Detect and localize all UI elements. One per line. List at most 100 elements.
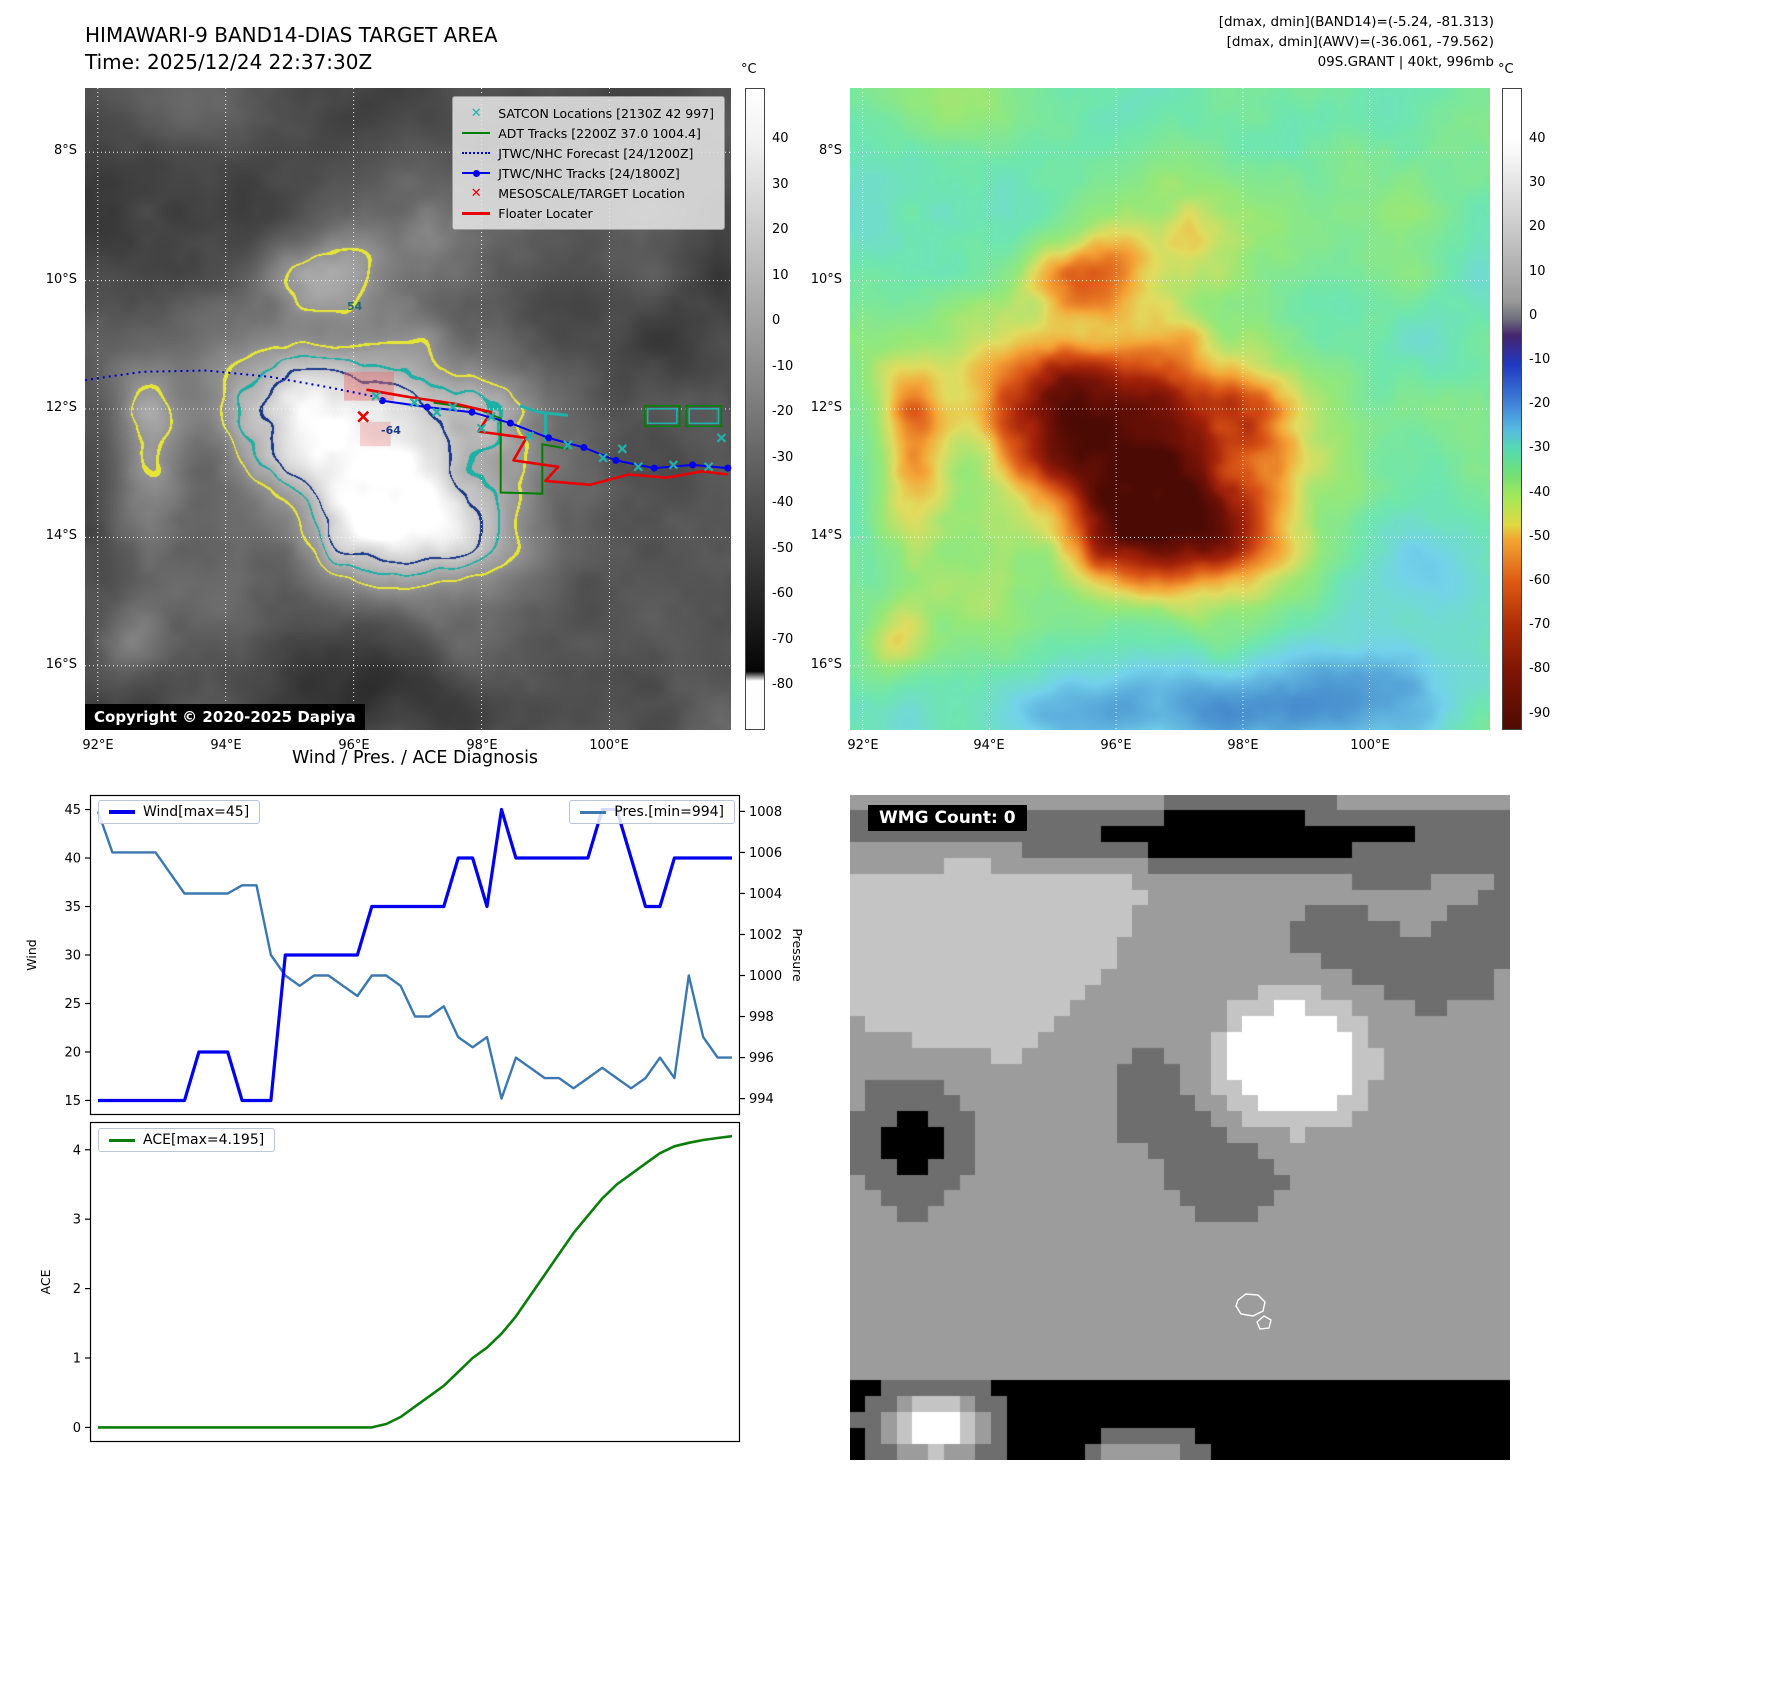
svg-text:998: 998 [749, 1010, 774, 1025]
legend-item-floater: Floater Locater [461, 203, 714, 223]
colorbar-tick-label: -50 [772, 541, 794, 556]
legend-label: JTWC/NHC Tracks [24/1800Z] [498, 165, 680, 181]
wmg-count-label: WMG Count: 0 [868, 805, 1027, 831]
map-legend: ✕ SATCON Locations [2130Z 42 997] ADT Tr… [452, 96, 725, 230]
lon-tick-label: 98°E [1227, 738, 1259, 753]
svg-text:1: 1 [73, 1352, 81, 1367]
colorbar-tick-label: 40 [1529, 131, 1546, 146]
lon-tick-label: 100°E [589, 738, 629, 753]
wind-pressure-plot: 15 20 25 30 35 40 45 994 996 998 1000 1002 1004 1006 1… [24, 794, 805, 1116]
map-left-title-line2: Time: 2025/12/24 22:37:30Z [85, 50, 373, 74]
track-line-dot-icon [461, 169, 491, 177]
contour-label-54: 54 [347, 300, 363, 313]
svg-text:40: 40 [64, 852, 81, 867]
colorbar-right: °C 40 30 20 10 0 -10 -20 -30 -40 -50 -60 -70 -80 -90 [1498, 62, 1550, 730]
storm-id-label: 09S.GRANT | 40kt, 996mb [1317, 54, 1494, 70]
lat-tick-label: 14°S [45, 528, 77, 543]
map-right-overlay [850, 88, 1490, 730]
wind-line-icon [109, 810, 135, 814]
wmg-contour-shape [1235, 1293, 1266, 1317]
colorbar-tick-label: 30 [1529, 175, 1546, 190]
svg-text:1002: 1002 [749, 928, 782, 943]
colorbar-tick-label: -30 [772, 450, 794, 465]
contour-label-minus64: -64 [381, 424, 401, 437]
pressure-axis-label: Pressure [790, 928, 805, 982]
legend-item-satcon: ✕ SATCON Locations [2130Z 42 997] [461, 103, 714, 123]
ace-plot: 0 1 2 3 4 ACE [38, 1121, 741, 1443]
svg-text:996: 996 [749, 1051, 774, 1066]
lon-tick-label: 94°E [210, 738, 242, 753]
colorbar-tick-label: 20 [772, 222, 789, 237]
lon-tick-label: 100°E [1350, 738, 1390, 753]
map-left: ✕ SATCON Locations [2130Z 42 997] ADT Tr… [46, 88, 732, 753]
forecast-dotted-line-icon [461, 152, 491, 154]
map-left-title: HIMAWARI-9 BAND14-DIAS TARGET AREA Time:… [85, 22, 498, 76]
svg-text:2: 2 [73, 1282, 81, 1297]
wind-legend: Wind[max=45] [98, 800, 261, 824]
lon-tick-label: 98°E [466, 738, 498, 753]
ace-axis-label: ACE [38, 1269, 53, 1294]
ace-line-icon [109, 1138, 135, 1142]
lon-tick-label: 92°E [82, 738, 114, 753]
svg-text:994: 994 [749, 1092, 774, 1107]
wmg-pixel-map: WMG Count: 0 [850, 795, 1510, 1460]
legend-label: ADT Tracks [2200Z 37.0 1004.4] [498, 125, 701, 141]
wmg-contour-shape-small [1256, 1315, 1272, 1330]
colorbar-tick-label: 0 [1529, 308, 1538, 323]
ace-legend: ACE[max=4.195] [98, 1128, 276, 1152]
colorbar-tick-label: -40 [1529, 485, 1551, 500]
colorbar-tick-label: -10 [772, 359, 794, 374]
colorbar-tick-label: 40 [772, 131, 789, 146]
colorbar-tick-label: -40 [772, 495, 794, 510]
svg-text:20: 20 [64, 1045, 81, 1060]
lat-tick-label: 12°S [810, 400, 842, 415]
svg-text:25: 25 [64, 997, 81, 1012]
colorbar-tick-label: -50 [1529, 529, 1551, 544]
lon-tick-label: 92°E [847, 738, 879, 753]
svg-text:1000: 1000 [749, 969, 782, 984]
lon-tick-label: 96°E [338, 738, 370, 753]
colorbar-tick-label: 10 [772, 268, 789, 283]
legend-label: SATCON Locations [2130Z 42 997] [498, 105, 714, 121]
lat-tick-label: 8°S [818, 143, 842, 158]
colorbar-tick-label: -70 [1529, 617, 1551, 632]
colorbar-tick-label: -80 [1529, 661, 1551, 676]
ace-legend-label: ACE[max=4.195] [143, 1132, 265, 1148]
colorbar-tick-label: -30 [1529, 440, 1551, 455]
colorbar-left-unit: °C [741, 62, 757, 77]
legend-item-jtwc-track: JTWC/NHC Tracks [24/1800Z] [461, 163, 714, 183]
lat-tick-label: 10°S [810, 272, 842, 287]
legend-label: MESOSCALE/TARGET Location [498, 185, 685, 201]
pressure-line-icon [580, 810, 607, 814]
colorbar-tick-label: -70 [772, 632, 794, 647]
svg-text:30: 30 [64, 949, 81, 964]
lat-tick-label: 12°S [45, 400, 77, 415]
svg-text:4: 4 [73, 1143, 81, 1158]
svg-text:1008: 1008 [749, 805, 782, 820]
header-right-info: [dmax, dmin](BAND14)=(-5.24, -81.313) [d… [1219, 12, 1494, 72]
svg-text:3: 3 [73, 1213, 81, 1228]
svg-text:15: 15 [64, 1094, 81, 1109]
adt-line-icon [461, 131, 491, 135]
dmax-dmin-band14: [dmax, dmin](BAND14)=(-5.24, -81.313) [1218, 14, 1494, 30]
lat-tick-label: 16°S [45, 657, 77, 672]
satcon-x-icon: ✕ [470, 105, 482, 121]
map-left-title-line1: HIMAWARI-9 BAND14-DIAS TARGET AREA [85, 23, 498, 47]
colorbar-right-unit: °C [1498, 62, 1514, 77]
floater-line-icon [461, 211, 491, 215]
colorbar-tick-label: -10 [1529, 352, 1551, 367]
svg-text:1006: 1006 [749, 846, 782, 861]
legend-item-forecast: JTWC/NHC Forecast [24/1200Z] [461, 143, 714, 163]
legend-item-adt: ADT Tracks [2200Z 37.0 1004.4] [461, 123, 714, 143]
wmg-pixel-image [850, 795, 1510, 1460]
svg-text:0: 0 [73, 1421, 81, 1436]
colorbar-tick-label: -80 [772, 677, 794, 692]
colorbar-tick-label: 10 [1529, 264, 1546, 279]
lon-tick-label: 96°E [1100, 738, 1132, 753]
colorbar-tick-label: -20 [772, 404, 794, 419]
colorbar-tick-label: -60 [1529, 573, 1551, 588]
legend-label: JTWC/NHC Forecast [24/1200Z] [498, 145, 694, 161]
wind-axis-label: Wind [24, 939, 39, 970]
map-right: 8°S 10°S 12°S 14°S 16°S 92°E 94°E 96°E 98°E 100°E [811, 88, 1490, 753]
